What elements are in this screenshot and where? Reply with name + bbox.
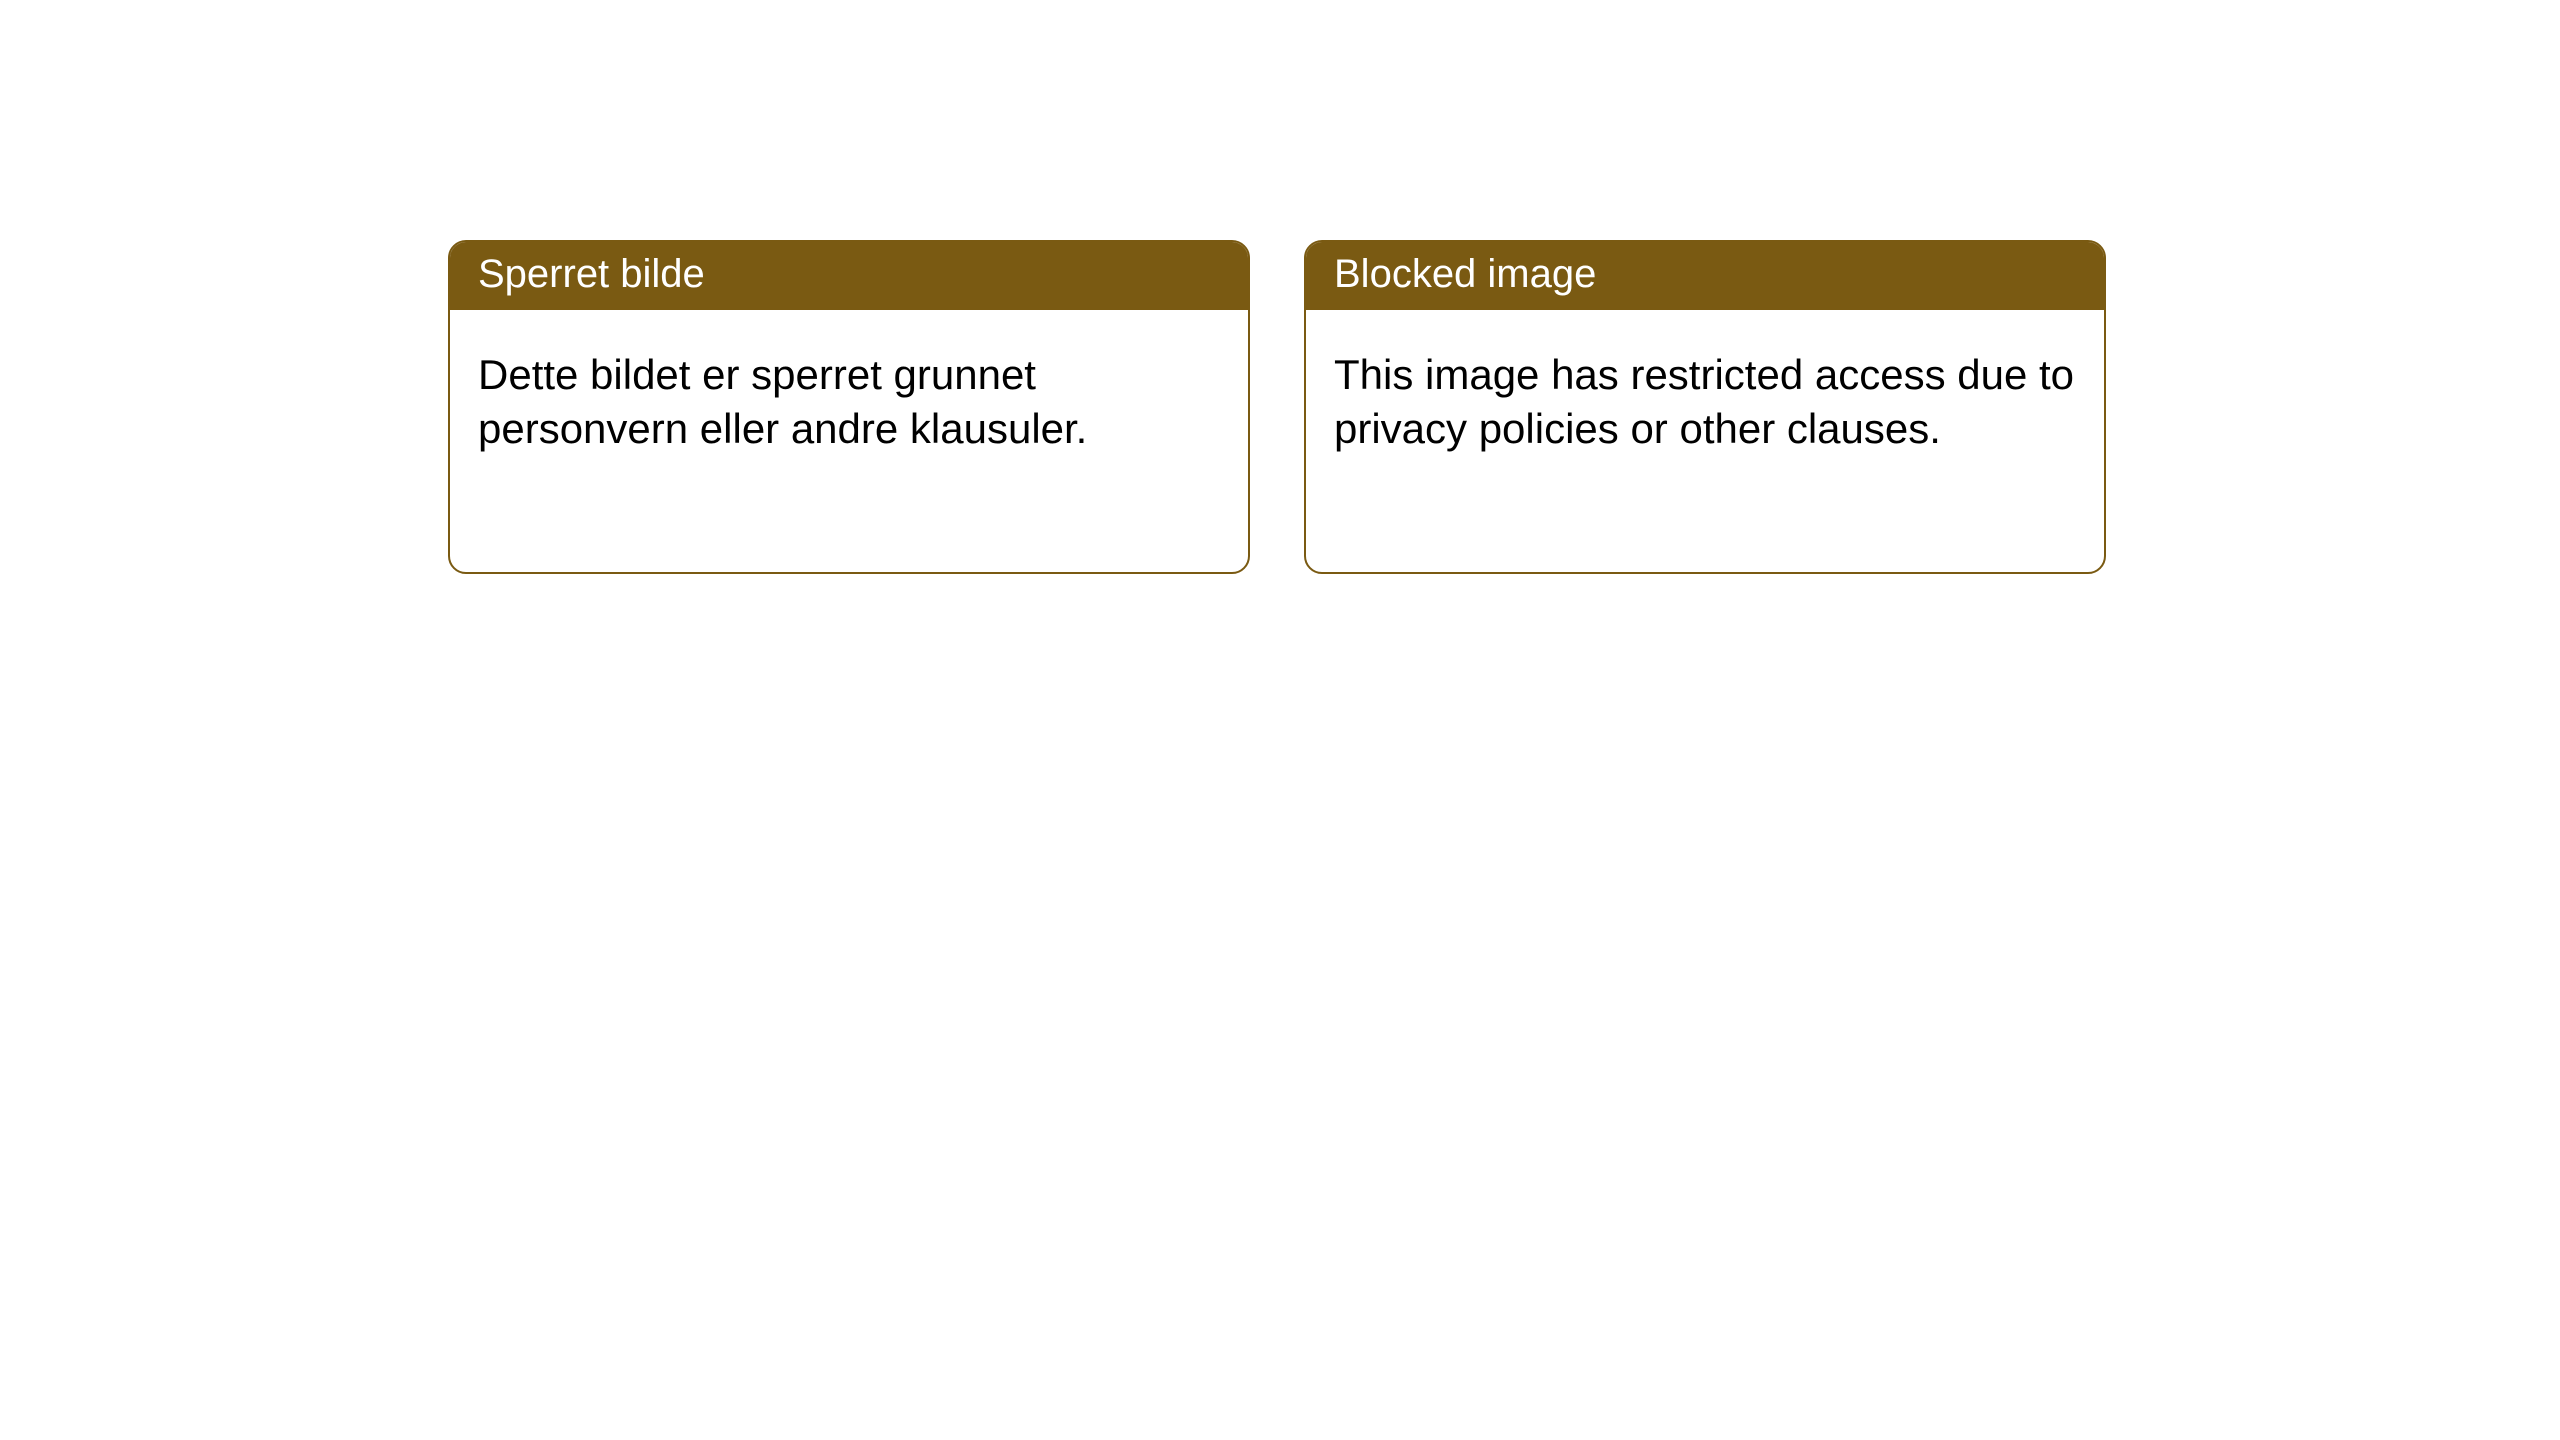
notice-card-norwegian: Sperret bilde Dette bildet er sperret gr… xyxy=(448,240,1250,574)
notice-body-norwegian: Dette bildet er sperret grunnet personve… xyxy=(450,310,1248,494)
notice-container: Sperret bilde Dette bildet er sperret gr… xyxy=(0,0,2560,574)
notice-body-english: This image has restricted access due to … xyxy=(1306,310,2104,494)
notice-title-english: Blocked image xyxy=(1306,242,2104,310)
notice-title-norwegian: Sperret bilde xyxy=(450,242,1248,310)
notice-card-english: Blocked image This image has restricted … xyxy=(1304,240,2106,574)
